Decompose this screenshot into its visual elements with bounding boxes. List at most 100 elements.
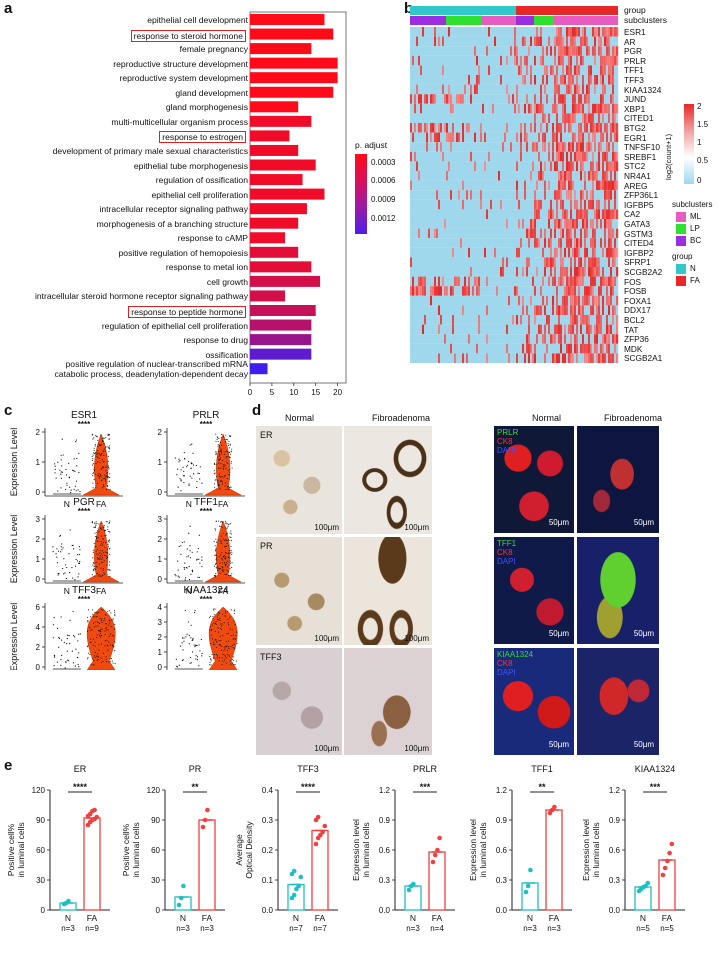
heatmap-cell	[522, 151, 525, 162]
heatmap-cell	[606, 305, 609, 315]
heatmap-cell	[424, 36, 427, 47]
heatmap-cell	[540, 27, 543, 37]
p-adjust-legend: p. adjust 0.0003 0.0006 0.0009 0.0012	[355, 140, 415, 270]
heatmap-cell	[548, 142, 551, 152]
heatmap-cell	[548, 353, 551, 363]
heatmap-cell	[490, 286, 493, 296]
fa-point	[100, 657, 102, 659]
heatmap-cell	[424, 267, 427, 277]
heatmap-cell	[460, 55, 463, 66]
fa-point	[103, 529, 105, 531]
heatmap-cell	[554, 36, 557, 47]
n-point	[193, 644, 195, 646]
heatmap-cell	[468, 65, 471, 75]
heatmap-cell	[564, 324, 567, 335]
fa-point	[212, 656, 215, 658]
n-point	[184, 457, 186, 460]
heatmap-cell	[550, 132, 553, 143]
heatmap-cell	[456, 27, 459, 37]
heatmap-cell	[468, 190, 471, 200]
heatmap-cell	[454, 113, 457, 123]
heatmap-cell	[552, 238, 555, 248]
heatmap-cell	[568, 228, 571, 239]
heatmap-cell	[540, 161, 543, 171]
heatmap-cell	[584, 334, 587, 344]
heatmap-cell	[432, 190, 435, 200]
heatmap-row	[410, 238, 619, 248]
heatmap-cell	[452, 132, 455, 143]
n-point	[71, 650, 73, 652]
fa-point	[108, 540, 110, 542]
heatmap-cell	[600, 132, 603, 143]
fa-point	[110, 626, 112, 628]
heatmap-cell	[450, 161, 453, 171]
heatmap-cell	[612, 151, 615, 162]
fa-point	[228, 524, 230, 526]
fa-point	[225, 641, 227, 643]
heatmap-cell	[590, 75, 593, 85]
heatmap-cell	[608, 305, 611, 315]
heatmap-cell	[418, 353, 421, 363]
heatmap-cell	[502, 27, 505, 37]
heatmap-cell	[424, 334, 427, 344]
heatmap-cell	[474, 324, 477, 335]
heatmap-cell	[532, 324, 535, 335]
heatmap-cell	[614, 315, 617, 325]
heatmap-cell	[566, 171, 569, 181]
heatmap-cell	[510, 161, 513, 171]
heatmap-cell	[416, 46, 419, 56]
heatmap-cell	[556, 161, 559, 171]
fa-point	[97, 461, 99, 463]
heatmap-row	[410, 161, 619, 171]
heatmap-cell	[554, 75, 557, 85]
heatmap-cell	[442, 209, 445, 219]
fa-point	[102, 561, 104, 564]
heatmap-cell	[488, 151, 491, 162]
heatmap-cell	[454, 132, 457, 143]
fa-point	[100, 475, 102, 477]
heatmap-cell	[442, 343, 445, 354]
heatmap-cell	[476, 132, 479, 143]
heatmap-cell	[598, 324, 601, 335]
heatmap-cell	[504, 257, 507, 267]
fa-point	[230, 549, 232, 551]
heatmap-cell	[482, 334, 485, 344]
n-point	[177, 486, 179, 488]
heatmap-cell	[482, 209, 485, 219]
fa-point	[211, 628, 213, 631]
heatmap-cell	[508, 295, 511, 306]
heatmap-cell	[412, 343, 415, 354]
fa-point	[221, 444, 223, 446]
heatmap-cell	[484, 123, 487, 133]
heatmap-subclusters-label: subclusters	[624, 15, 667, 25]
heatmap-cell	[488, 123, 491, 133]
heatmap-cell	[470, 238, 473, 248]
heatmap-cell	[436, 228, 439, 239]
heatmap-cell	[572, 257, 575, 267]
heatmap-cell	[516, 94, 519, 104]
heatmap-cell	[546, 190, 549, 200]
heatmap-cell	[532, 276, 535, 287]
go-term-label: development of primary male sexual chara…	[52, 145, 248, 156]
fa-point	[106, 474, 108, 476]
heatmap-cell	[550, 247, 553, 258]
heatmap-cell	[480, 180, 483, 191]
heatmap-cell	[440, 286, 443, 296]
heatmap-cell	[470, 228, 473, 239]
heatmap-cell	[536, 257, 539, 267]
fa-point	[214, 545, 216, 547]
heatmap-cell	[552, 55, 555, 66]
fa-point	[90, 638, 92, 640]
fa-point	[231, 562, 233, 564]
heatmap-cell	[534, 180, 537, 191]
heatmap-cell	[578, 132, 581, 143]
fa-point	[87, 616, 89, 618]
fa-point	[96, 548, 99, 551]
heatmap-cell	[516, 343, 519, 354]
heatmap-cell	[494, 180, 497, 191]
heatmap-cell	[540, 276, 543, 287]
heatmap-cell	[432, 334, 435, 344]
heatmap-cell	[596, 199, 599, 210]
heatmap-cell	[476, 286, 479, 296]
fa-point	[114, 650, 116, 652]
